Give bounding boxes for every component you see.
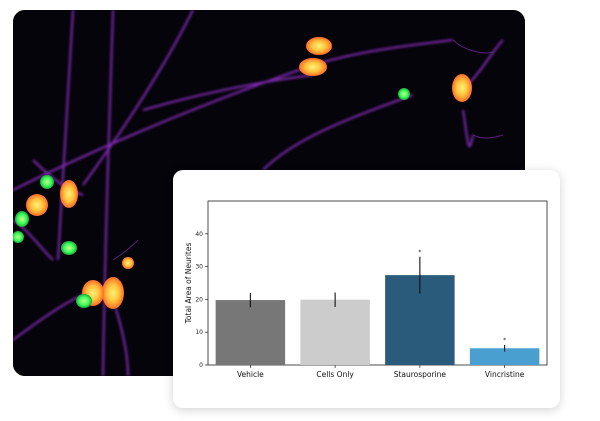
x-tick-label: Cells Only <box>316 370 354 379</box>
bar-cells-only <box>300 299 370 365</box>
y-tick-label: 0 <box>199 362 203 369</box>
significance-marker: * <box>503 337 506 344</box>
x-tick-label: Vehicle <box>237 370 264 379</box>
bar-vehicle <box>215 300 286 365</box>
x-tick-label: Staurosporine <box>394 370 447 379</box>
y-tick-label: 30 <box>195 264 203 271</box>
y-tick-label: 10 <box>195 329 203 336</box>
y-axis-label: Total Area of Neurites <box>184 243 193 325</box>
y-tick-label: 20 <box>195 296 203 303</box>
x-tick-label: Vincristine <box>485 370 525 379</box>
y-tick-label: 40 <box>195 231 203 238</box>
significance-marker: * <box>418 249 421 256</box>
plot-frame <box>207 200 548 366</box>
bar-vincristine <box>469 348 540 365</box>
bar-chart: 0 10 20 30 40 * * Vehicle Cells Only Staurospor… <box>184 200 548 379</box>
chart-card: 0 10 20 30 40 * * Vehicle Cells Only Staurospor… <box>173 170 560 408</box>
